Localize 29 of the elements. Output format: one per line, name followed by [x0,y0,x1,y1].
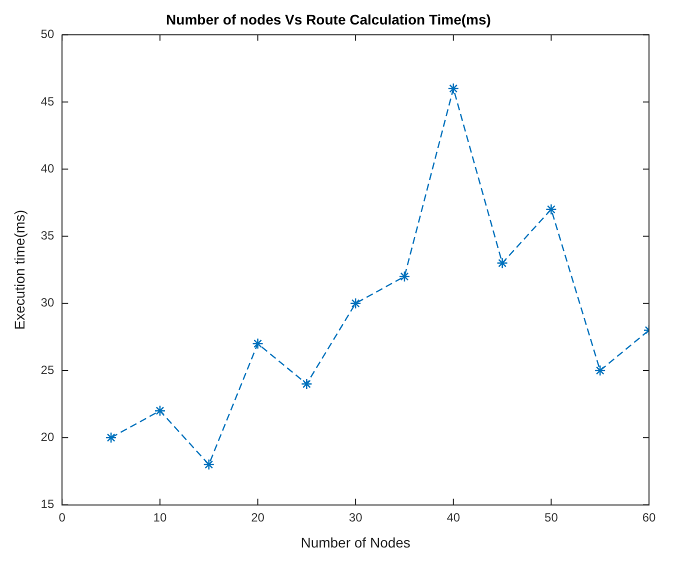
y-tick-label: 15 [40,497,54,512]
x-tick-label: 40 [446,510,460,524]
point [252,338,264,350]
y-tick-label: 30 [40,296,54,310]
chart-title: Number of nodes Vs Route Calculation Time(ms) [166,11,491,28]
point [203,458,215,470]
y-tick-label: 45 [40,94,54,108]
x-tick-label: 0 [58,510,66,524]
x-axis-title: Number of Nodes [300,534,410,550]
point [594,364,606,376]
y-tick-label: 20 [40,430,54,444]
point [301,378,312,390]
y-tick-label: 40 [40,161,54,176]
x-tick-label: 60 [642,510,656,524]
point [398,270,410,282]
point [350,298,362,310]
point [448,82,460,94]
point [546,204,557,216]
y-tick-label: 25 [40,362,54,377]
point [496,257,508,269]
y-tick-label: 50 [40,27,54,42]
x-tick-label: 20 [251,510,265,524]
y-tick-label: 35 [40,228,54,243]
x-tick-label: 50 [544,510,558,524]
point [105,432,117,444]
point [154,405,166,416]
x-tick-label: 10 [153,510,167,524]
y-axis-title: Execution time(ms) [11,210,28,330]
x-tick-label: 30 [348,510,363,524]
